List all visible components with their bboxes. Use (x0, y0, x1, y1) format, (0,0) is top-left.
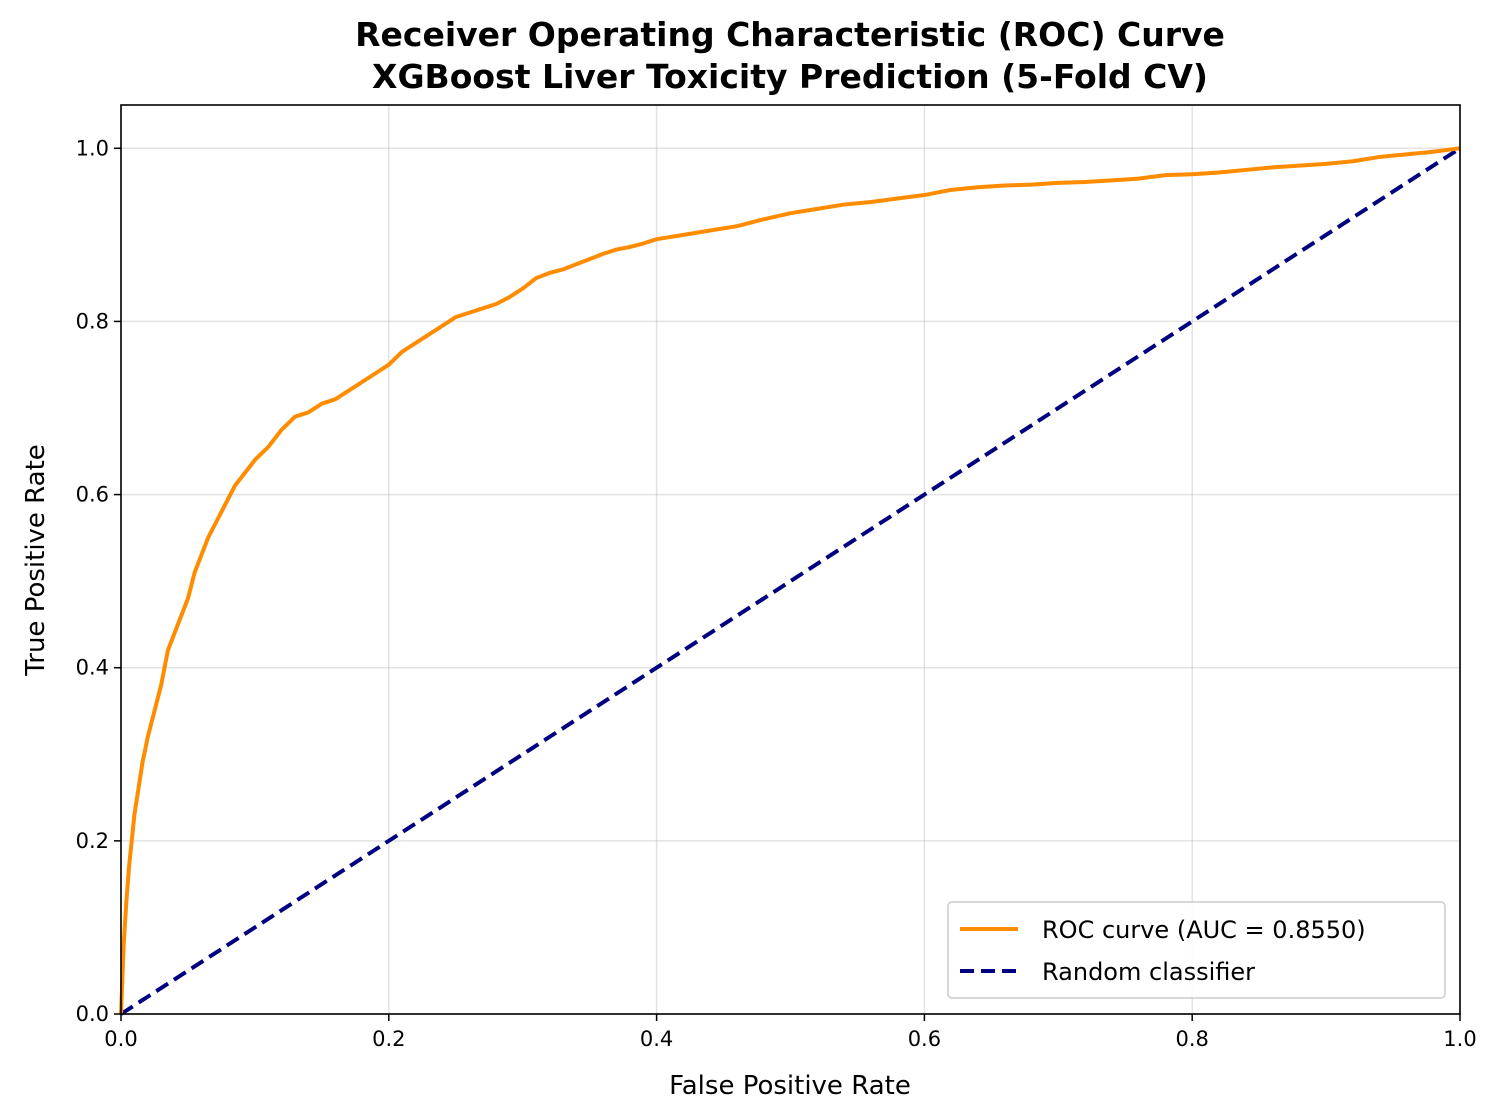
x-tick-label: 0.6 (908, 1027, 941, 1051)
legend-box (947, 901, 1446, 999)
x-tick-label: 0.8 (1175, 1027, 1208, 1051)
y-tick-label: 1.0 (76, 136, 109, 160)
x-tick-label: 0.2 (372, 1027, 405, 1051)
y-axis-ticks: 0.0 0.2 0.4 0.6 0.8 1.0 (76, 136, 121, 1026)
y-axis-label: True Positive Rate (21, 444, 51, 677)
x-axis-ticks: 0.0 0.2 0.4 0.6 0.8 1.0 (104, 1014, 1477, 1051)
y-tick-label: 0.0 (76, 1002, 109, 1026)
plot-frame (120, 104, 1461, 1015)
legend: ROC curve (AUC = 0.8550) Random classifi… (947, 901, 1446, 999)
x-tick-label: 0.0 (104, 1027, 137, 1051)
y-tick-label: 0.8 (76, 309, 109, 333)
grid (120, 105, 1461, 1015)
legend-label-roc: ROC curve (AUC = 0.8550) (1042, 916, 1366, 944)
chart-title-line-1: Receiver Operating Characteristic (ROC) … (355, 15, 1225, 54)
series-roc-curve (119, 146, 1461, 1015)
x-tick-label: 1.0 (1443, 1027, 1476, 1051)
x-tick-label: 0.4 (640, 1027, 673, 1051)
legend-label-random: Random classifier (1042, 958, 1255, 986)
x-axis-label: False Positive Rate (669, 1071, 911, 1101)
series-layer (119, 146, 1462, 1016)
y-tick-label: 0.6 (76, 483, 109, 507)
chart-title-line-2: XGBoost Liver Toxicity Prediction (5-Fol… (372, 57, 1208, 96)
y-tick-label: 0.4 (76, 656, 109, 680)
series-random-classifier (119, 146, 1462, 1016)
y-tick-label: 0.2 (76, 829, 109, 853)
